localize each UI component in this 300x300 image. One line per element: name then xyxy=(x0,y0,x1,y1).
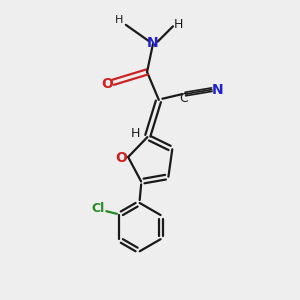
Text: O: O xyxy=(116,152,127,166)
Text: N: N xyxy=(211,82,223,97)
Text: O: O xyxy=(101,77,113,91)
Text: H: H xyxy=(115,15,123,25)
Text: H: H xyxy=(174,18,184,32)
Text: Cl: Cl xyxy=(92,202,105,215)
Text: H: H xyxy=(130,127,140,140)
Text: N: N xyxy=(147,35,159,50)
Text: C: C xyxy=(179,92,188,105)
